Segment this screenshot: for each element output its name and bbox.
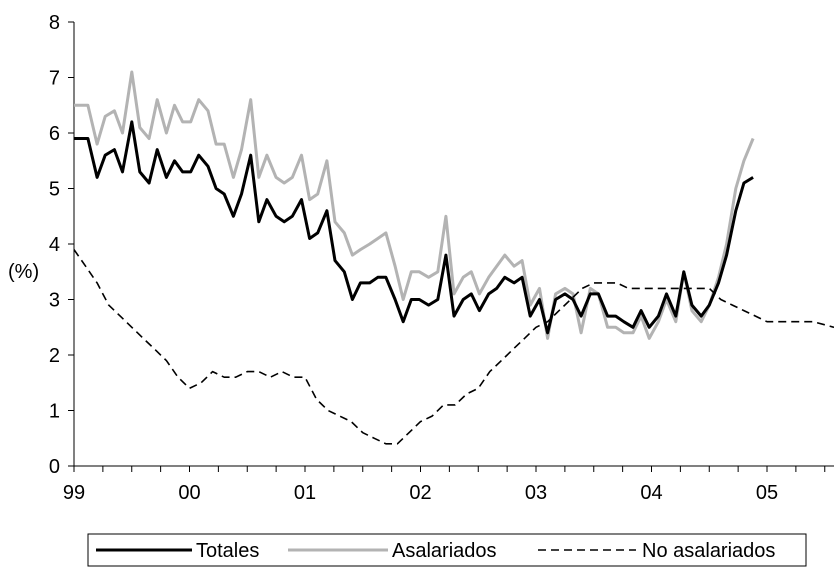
x-tick-label: 05	[756, 482, 778, 504]
x-tick-label: 03	[525, 482, 547, 504]
y-tick-label: 0	[49, 456, 60, 478]
series-line-asalariados	[74, 70, 755, 340]
x-tick-label: 02	[409, 482, 431, 504]
y-tick-label: 7	[49, 68, 60, 90]
y-tick-label: 6	[49, 123, 60, 145]
y-tick-label: 8	[49, 12, 60, 34]
y-tick-label: 2	[49, 345, 60, 367]
x-tick-label: 04	[640, 482, 662, 504]
legend-label: Totales	[196, 540, 259, 562]
legend: Totales Asalariados No asalariados	[87, 533, 807, 567]
series-line-totales	[74, 120, 754, 335]
x-tick-label: 01	[294, 482, 316, 504]
y-tick-label: 5	[49, 179, 60, 201]
y-tick-label: 1	[49, 401, 60, 423]
y-tick-label: 3	[49, 290, 60, 312]
y-axis-ticks: 0 1 2 3 4 5 6 7 8	[49, 12, 74, 478]
x-tick-label: 00	[178, 482, 200, 504]
series-line-no-asalariados	[73, 249, 834, 445]
y-tick-label: 4	[49, 234, 60, 256]
series-lines	[73, 70, 834, 445]
legend-box	[87, 533, 807, 567]
x-axis-ticks: 99 00 01 02 03 04 05	[63, 466, 826, 504]
legend-label: Asalariados	[392, 540, 497, 562]
x-tick-label: 99	[63, 482, 85, 504]
y-axis-label: (%)	[8, 261, 39, 283]
legend-label: No asalariados	[642, 540, 775, 562]
